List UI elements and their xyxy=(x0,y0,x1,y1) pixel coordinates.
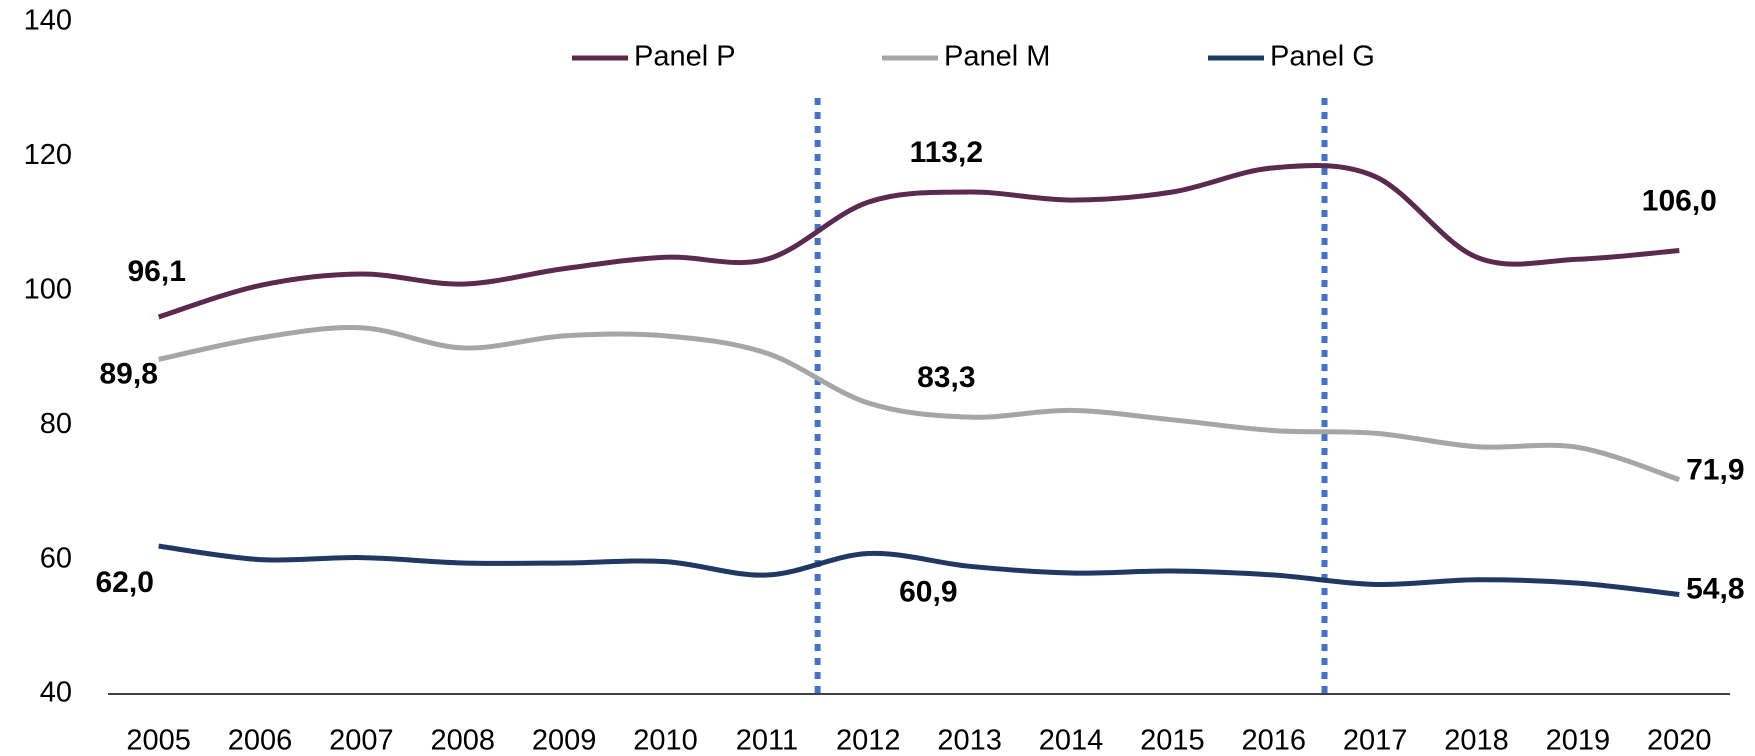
x-tick-label: 2014 xyxy=(1039,725,1104,756)
data-label: 62,0 xyxy=(95,566,153,599)
data-label: 71,9 xyxy=(1686,454,1744,487)
x-tick-label: 2013 xyxy=(937,725,1002,756)
x-tick-label: 2015 xyxy=(1140,725,1205,756)
x-tick-label: 2008 xyxy=(431,725,496,756)
x-tick-label: 2007 xyxy=(329,725,394,756)
x-tick-label: 2012 xyxy=(836,725,901,756)
data-label: 106,0 xyxy=(1642,184,1717,217)
data-label: 60,9 xyxy=(899,575,957,608)
x-tick-label: 2005 xyxy=(126,725,191,756)
legend-label: Panel M xyxy=(944,41,1050,73)
series-line xyxy=(158,543,1680,598)
series-line xyxy=(157,163,1680,320)
y-tick-label: 100 xyxy=(24,273,72,305)
x-tick-label: 2010 xyxy=(633,725,698,756)
data-label: 54,8 xyxy=(1686,572,1744,605)
x-tick-label: 2011 xyxy=(736,725,798,756)
series-line xyxy=(158,324,1681,483)
data-label: 83,3 xyxy=(917,361,975,394)
data-label: 89,8 xyxy=(99,357,157,390)
y-tick-label: 40 xyxy=(40,677,72,709)
data-label: 96,1 xyxy=(127,255,185,288)
x-tick-label: 2009 xyxy=(532,725,597,756)
data-label: 113,2 xyxy=(910,136,983,169)
x-tick-label: 2018 xyxy=(1444,725,1509,756)
legend-label: Panel P xyxy=(634,41,736,73)
x-tick-label: 2019 xyxy=(1546,725,1611,756)
y-tick-label: 140 xyxy=(24,5,72,37)
x-tick-label: 2006 xyxy=(228,725,293,756)
x-tick-label: 2020 xyxy=(1647,725,1712,756)
y-tick-label: 120 xyxy=(24,139,72,171)
x-tick-label: 2016 xyxy=(1242,725,1307,756)
y-tick-label: 60 xyxy=(40,542,72,574)
y-tick-label: 80 xyxy=(40,408,72,440)
x-tick-label: 2017 xyxy=(1343,725,1408,756)
legend-label: Panel G xyxy=(1270,41,1375,73)
